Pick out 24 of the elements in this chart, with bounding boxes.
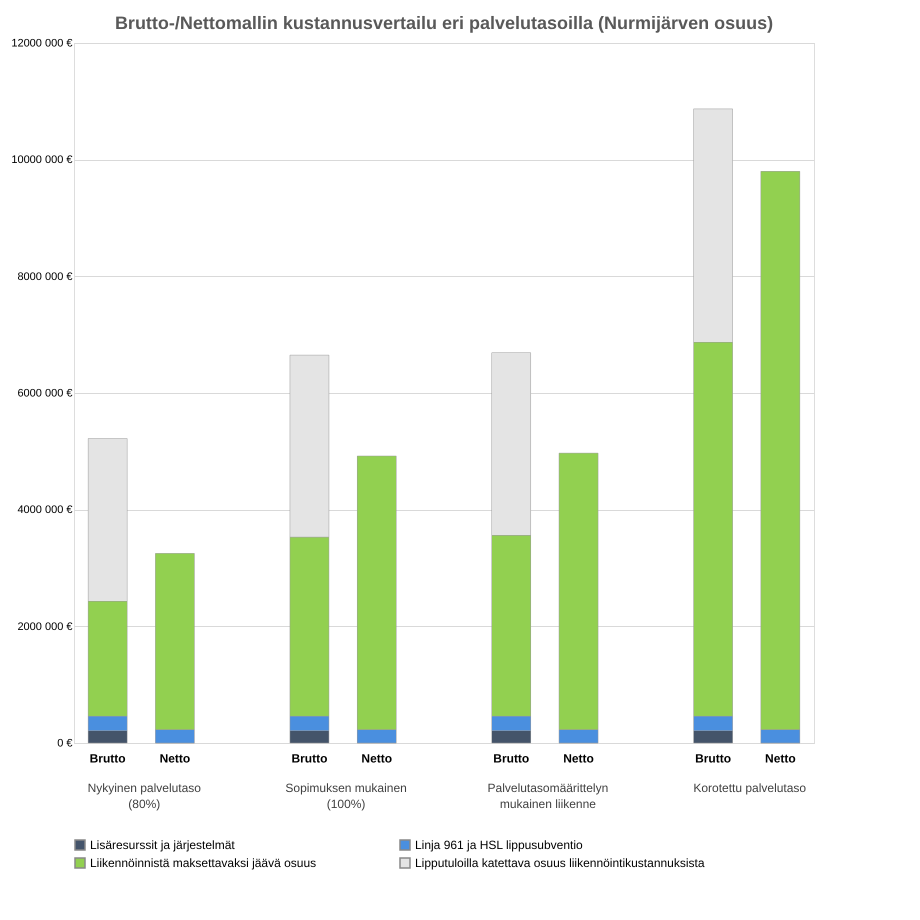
y-tick-label: 8000 000 € [17, 270, 72, 283]
y-tick-label: 4000 000 € [17, 504, 72, 516]
x-tick-label: Brutto [90, 752, 126, 766]
x-tick-label: Netto [160, 752, 190, 766]
text: Korotettu palvelutaso [693, 781, 806, 795]
y-tick-label: 6000 000 € [17, 388, 72, 400]
text: Sopimuksen mukainen (100%) [285, 781, 407, 811]
legend-label: Lisäresurssit ja järjestelmät [90, 838, 236, 852]
y-tick-label: 0 € [57, 738, 72, 750]
chart-title: Brutto-/Nettomallin kustannusvertailu eri palvelutasoilla (Nurmijärven osuus) [114, 13, 774, 33]
legend-label: Lipputuloilla katettava osuus liikennöintikustannuksista [415, 856, 705, 870]
x-tick-label: Netto [563, 752, 594, 766]
y-tick-label: 10000 000 € [11, 154, 72, 166]
x-tick-label: Brutto [695, 752, 732, 766]
x-tick-label: Brutto [291, 752, 328, 766]
y-tick-label: 2000 000 € [17, 620, 72, 633]
x-tick-label: Netto [765, 752, 796, 766]
x-tick-label: Brutto [493, 752, 530, 766]
text: Palvelutasomäärittelyn mukainen liikenne [488, 781, 608, 811]
y-tick-label: 12000 000 € [11, 38, 72, 50]
x-tick-label: Netto [361, 752, 392, 766]
text: Nykyinen palvelutaso (80%) [88, 781, 202, 811]
legend-label: Linja 961 ja HSL lippusubventio [415, 838, 583, 852]
legend-label: Liikennöinnistä maksettavaksi jäävä osuus [90, 856, 316, 870]
